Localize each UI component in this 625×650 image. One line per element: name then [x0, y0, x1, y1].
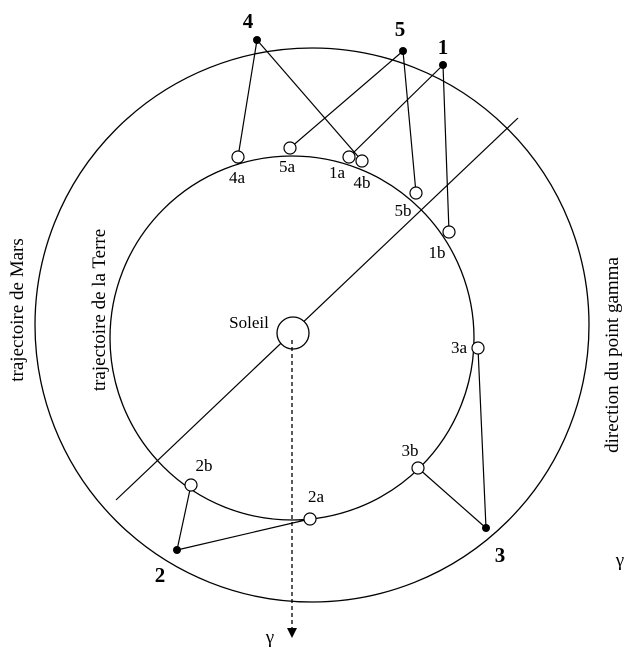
sun-label: Soleil: [229, 313, 269, 332]
line-4-4a: [237, 39, 258, 158]
point-5a: [283, 141, 297, 155]
point-4a: [231, 150, 245, 164]
point-3: [482, 524, 490, 532]
earth-orbit: [109, 155, 475, 521]
label-4a: 4a: [229, 168, 246, 187]
mars-orbit: [34, 47, 590, 603]
diagonal-axis: [115, 117, 519, 501]
sun: [276, 316, 310, 350]
point-1b: [442, 225, 456, 239]
label-5: 5: [395, 17, 406, 41]
label-1b: 1b: [429, 243, 446, 262]
mars-trajectory-label: trajectoire de Mars: [7, 238, 28, 381]
gamma-direction-label: direction du point gamma: [602, 257, 623, 453]
label-5b: 5b: [395, 201, 412, 220]
point-3b: [411, 461, 425, 475]
line-1-1b: [442, 64, 450, 233]
point-4b: [355, 154, 369, 168]
label-1: 1: [438, 35, 449, 59]
gamma-arrow-head: [287, 628, 297, 638]
line-5-5b: [402, 50, 417, 194]
label-1a: 1a: [329, 163, 346, 182]
label-2a: 2a: [308, 487, 325, 506]
point-5: [399, 47, 407, 55]
line-3-3a: [477, 347, 487, 529]
line-1-1a: [348, 64, 444, 158]
point-3a: [471, 341, 485, 355]
point-4: [253, 36, 261, 44]
mars-markers: [173, 36, 490, 554]
label-5a: 5a: [279, 157, 296, 176]
sight-lines: [176, 39, 487, 551]
line-4-4b: [256, 39, 363, 162]
line-2-2b: [176, 484, 192, 551]
line-5-5a: [289, 50, 404, 149]
earth-markers: [184, 141, 485, 526]
point-1a: [342, 150, 356, 164]
point-5b: [409, 186, 423, 200]
label-3a: 3a: [451, 338, 468, 357]
point-2b: [184, 478, 198, 492]
point-2a: [303, 512, 317, 526]
line-2-2a: [176, 518, 311, 551]
label-4: 4: [243, 9, 254, 33]
label-4b: 4b: [354, 173, 371, 192]
earth-trajectory-label: trajectoire de la Terre: [89, 229, 110, 391]
label-2: 2: [155, 563, 166, 587]
point-2: [173, 546, 181, 554]
gamma-label: γ: [265, 627, 274, 648]
gamma-edge-label: γ: [615, 550, 624, 571]
line-3-3b: [417, 467, 487, 529]
point-1: [439, 61, 447, 69]
label-2b: 2b: [196, 456, 213, 475]
label-3b: 3b: [402, 441, 419, 460]
label-3: 3: [495, 543, 506, 567]
